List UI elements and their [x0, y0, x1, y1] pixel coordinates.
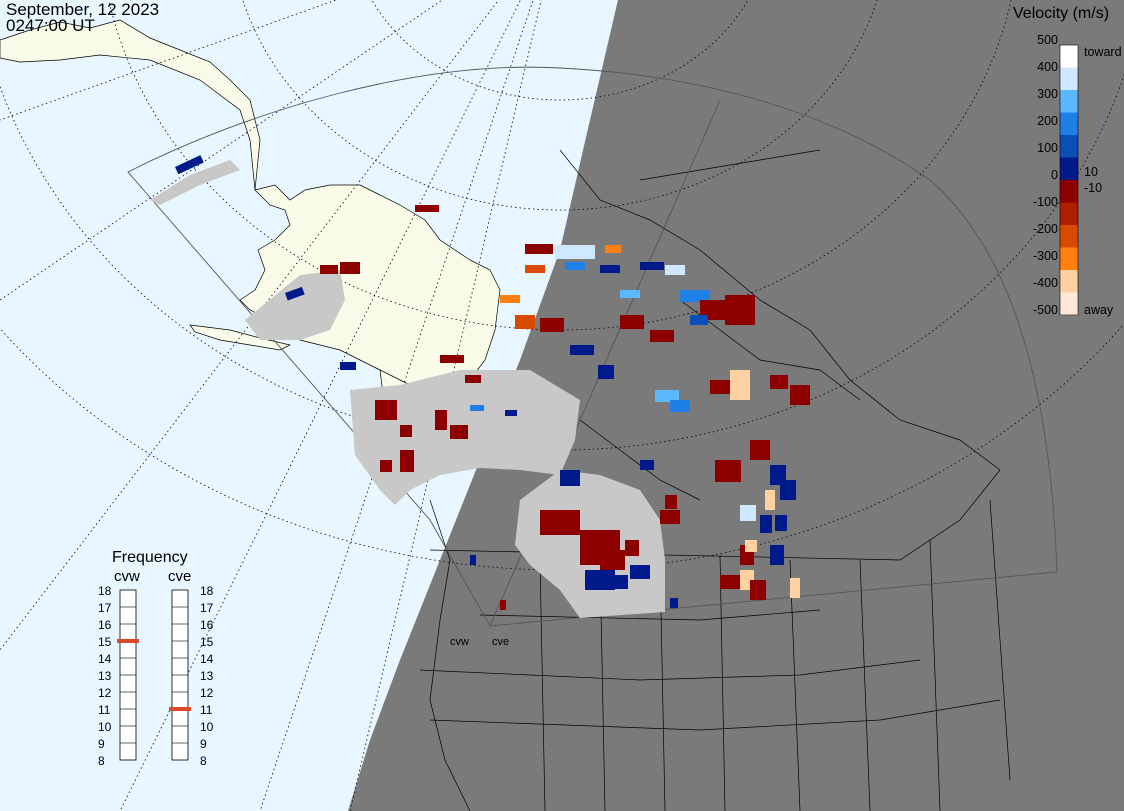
frequency-tick-cvw: 17	[98, 601, 112, 615]
colorbar-segment	[1060, 135, 1078, 158]
frequency-tick-cvw: 13	[98, 669, 112, 683]
colorbar-segment	[1060, 112, 1078, 136]
frequency-tick-cvw: 18	[98, 584, 112, 598]
night-region	[348, 0, 1124, 811]
freq-radar-name-cvw: cvw	[114, 568, 140, 585]
frequency-tick-cvw: 16	[98, 618, 112, 632]
velocity-tick: -500	[1032, 303, 1058, 317]
frequency-tick-cvw: 8	[98, 754, 105, 768]
velocity-tick: 400	[1037, 60, 1058, 74]
frequency-tick-cve: 16	[200, 618, 214, 632]
colorbar-segment	[1060, 180, 1078, 203]
colorbar-segment	[1060, 292, 1078, 316]
frequency-marker-cvw	[117, 639, 139, 643]
colorbar-segment	[1060, 90, 1078, 113]
velocity-tick: 200	[1037, 114, 1058, 128]
frequency-tick-cve: 14	[200, 652, 214, 666]
frequency-tick-cve: 10	[200, 720, 214, 734]
colorbar-segment	[1060, 225, 1078, 248]
colorbar-segment	[1060, 157, 1078, 181]
colorbar-segment	[1060, 202, 1078, 226]
frequency-tick-cve: 11	[200, 703, 213, 717]
frequency-title: Frequency	[112, 549, 188, 566]
frequency-tick-cvw: 14	[98, 652, 112, 666]
toward-label: toward	[1084, 45, 1122, 59]
date-label: September, 12 2023	[6, 0, 160, 19]
frequency-tick-cve: 8	[200, 754, 207, 768]
site-label-cvw: cvw	[450, 636, 469, 648]
frequency-tick-cve: 18	[200, 584, 214, 598]
frequency-tick-cve: 9	[200, 737, 207, 751]
colorbar-segment	[1060, 45, 1078, 68]
velocity-tick: -200	[1032, 222, 1058, 236]
colorbar-segment	[1060, 270, 1078, 293]
colorbar-frame	[1059, 44, 1079, 316]
frequency-tick-cvw: 9	[98, 737, 105, 751]
frequency-tick-cvw: 11	[98, 703, 111, 717]
away-label: away	[1084, 303, 1114, 317]
velocity-colorbar	[1059, 44, 1079, 316]
frequency-bars	[117, 589, 191, 761]
velocity-tick: 300	[1037, 87, 1058, 101]
boundaries	[419, 149, 1011, 811]
frequency-tick-cve: 15	[200, 635, 214, 649]
velocity-tick: -100	[1032, 195, 1058, 209]
frequency-tick-cve: 17	[200, 601, 214, 615]
velocity-tick: -300	[1032, 249, 1058, 263]
frequency-tick-cvw: 10	[98, 720, 112, 734]
colorbar-segment	[1060, 247, 1078, 271]
frequency-tick-cvw: 12	[98, 686, 112, 700]
frequency-tick-cvw: 15	[98, 635, 112, 649]
radar-field-of-view	[127, 66, 1058, 627]
time-label: 0247:00 UT	[6, 16, 95, 35]
velocity-cells	[175, 155, 810, 610]
velocity-tick: 100	[1037, 141, 1058, 155]
colorbar-segment	[1060, 67, 1078, 91]
freq-radar-name-cve: cve	[168, 568, 192, 585]
velocity-tick: -400	[1032, 276, 1058, 290]
inner-tick-pos: 10	[1084, 165, 1098, 179]
frequency-marker-cve	[169, 707, 191, 711]
velocity-tick: 0	[1051, 168, 1058, 182]
frequency-tick-cve: 13	[200, 669, 214, 683]
site-label-cve: cve	[492, 636, 510, 648]
frequency-tick-cve: 12	[200, 686, 214, 700]
velocity-tick: 500	[1037, 33, 1058, 47]
velocity-legend-title: Velocity (m/s)	[1013, 5, 1110, 22]
inner-tick-neg: -10	[1084, 181, 1103, 195]
aleutian-land	[189, 324, 292, 351]
